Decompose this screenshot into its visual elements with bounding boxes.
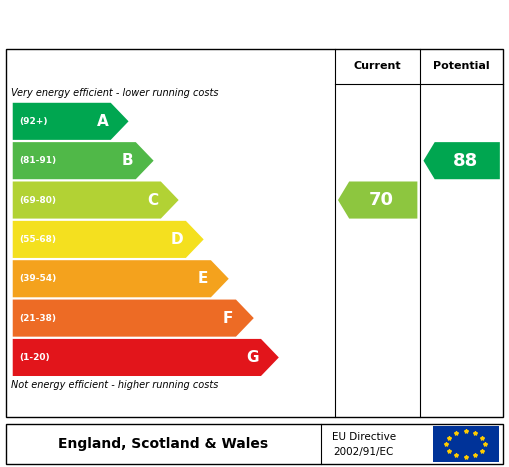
Text: Energy Efficiency Rating: Energy Efficiency Rating <box>15 12 303 32</box>
Polygon shape <box>13 142 154 179</box>
Text: 70: 70 <box>369 191 394 209</box>
Text: C: C <box>147 192 158 207</box>
Text: Very energy efficient - lower running costs: Very energy efficient - lower running co… <box>11 88 219 99</box>
Text: 2002/91/EC: 2002/91/EC <box>334 447 394 457</box>
Text: Potential: Potential <box>433 62 490 71</box>
Text: (81-91): (81-91) <box>19 156 56 165</box>
Text: (92+): (92+) <box>19 117 47 126</box>
Polygon shape <box>13 221 204 258</box>
Text: F: F <box>223 311 234 325</box>
Polygon shape <box>13 299 254 337</box>
Text: (21-38): (21-38) <box>19 314 56 323</box>
Polygon shape <box>13 339 279 376</box>
Bar <box>433 426 499 462</box>
Polygon shape <box>13 182 179 219</box>
Polygon shape <box>13 103 129 140</box>
Text: A: A <box>96 114 108 129</box>
Text: Not energy efficient - higher running costs: Not energy efficient - higher running co… <box>11 381 218 390</box>
Text: (55-68): (55-68) <box>19 235 56 244</box>
Polygon shape <box>338 182 417 219</box>
Text: B: B <box>122 153 133 168</box>
Text: England, Scotland & Wales: England, Scotland & Wales <box>59 437 268 451</box>
Text: Current: Current <box>354 62 402 71</box>
Polygon shape <box>423 142 500 179</box>
Text: (1-20): (1-20) <box>19 353 49 362</box>
Polygon shape <box>13 260 229 297</box>
Text: E: E <box>198 271 208 286</box>
Text: D: D <box>171 232 183 247</box>
Text: 88: 88 <box>453 152 478 170</box>
Text: EU Directive: EU Directive <box>332 432 396 442</box>
Text: G: G <box>246 350 259 365</box>
Bar <box>6 424 503 464</box>
Text: (39-54): (39-54) <box>19 274 56 283</box>
Text: (69-80): (69-80) <box>19 196 56 205</box>
